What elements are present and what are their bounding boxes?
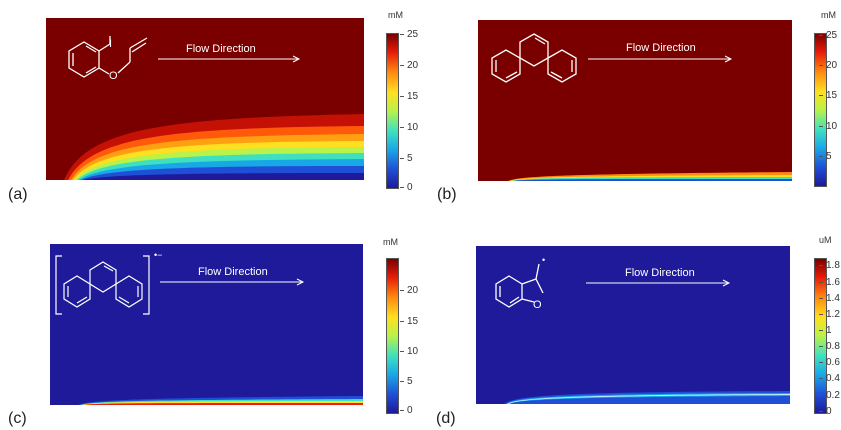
colorbar-tick: 10	[818, 121, 838, 132]
radical-anion-charge: •−	[154, 250, 162, 260]
colorbar-tick: 10	[399, 122, 419, 133]
molecule-dihydrobenzofuran-radical	[495, 263, 544, 308]
flow-direction-label: Flow Direction	[626, 42, 696, 54]
panel-label: (b)	[437, 186, 457, 203]
colorbar-tick: 5	[400, 153, 413, 164]
colorbar-tick: 5	[400, 376, 413, 387]
colorbar-tick: 1	[819, 325, 832, 336]
colorbar-tick: 25	[818, 30, 838, 41]
flow-arrow	[586, 279, 731, 287]
plot-c: •− Flow Direction	[50, 244, 363, 405]
flow-arrow	[160, 278, 305, 286]
colorbar-tick: 20	[399, 285, 419, 296]
colorbar-tick: 20	[399, 60, 419, 71]
iodine-symbol: I	[109, 38, 112, 50]
colorbar-tick: 1.2	[819, 309, 840, 320]
colorbar-tick: 15	[818, 90, 838, 101]
colorbar-tick: 1.4	[819, 293, 840, 304]
colorbar-tick: 5	[819, 151, 832, 162]
concentration-field-a: I O Flow Direction	[46, 18, 364, 180]
colorbar-unit: uM	[819, 235, 832, 245]
radical-dot: •	[542, 255, 545, 265]
colorbar-tick: 0.8	[819, 341, 840, 352]
colorbar-c	[386, 258, 399, 414]
plot-a: I O Flow Direction	[46, 18, 364, 180]
colorbar-b	[814, 33, 827, 187]
colorbar-unit: mM	[383, 237, 398, 247]
flow-direction-label: Flow Direction	[186, 43, 256, 55]
colorbar-tick: 15	[399, 91, 419, 102]
colorbar-tick: 1.8	[819, 260, 840, 271]
concentration-field-d: O • Flow Direction	[476, 246, 790, 404]
colorbar-tick: 20	[818, 60, 838, 71]
oxygen-symbol: O	[533, 299, 542, 311]
colorbar-tick: 10	[399, 346, 419, 357]
colorbar-tick: 0.6	[819, 357, 840, 368]
panel-label: (c)	[8, 410, 27, 427]
colorbar-unit: mM	[821, 10, 836, 20]
oxygen-symbol: O	[109, 70, 118, 82]
colorbar-tick: 0	[400, 182, 413, 193]
concentration-field-c: •− Flow Direction	[50, 244, 363, 405]
flow-direction-label: Flow Direction	[625, 267, 695, 279]
colorbar-unit: mM	[388, 10, 403, 20]
concentration-field-b: Flow Direction	[478, 20, 792, 181]
panel-label: (a)	[8, 186, 28, 203]
colorbar-tick: 25	[399, 29, 419, 40]
colorbar-tick: 15	[399, 316, 419, 327]
colorbar-d	[814, 258, 827, 414]
colorbar-tick: 0.2	[819, 390, 840, 401]
colorbar-tick: 1.6	[819, 277, 840, 288]
flow-arrow	[588, 55, 733, 63]
colorbar-tick: 0.4	[819, 373, 840, 384]
flow-direction-label: Flow Direction	[198, 266, 268, 278]
plot-d: O • Flow Direction	[476, 246, 790, 404]
plot-b: Flow Direction	[478, 20, 792, 181]
molecule-phenanthrene-radical-anion	[55, 255, 150, 315]
colorbar-tick: 0	[400, 405, 413, 416]
colorbar-a	[386, 33, 399, 189]
molecule-phenanthrene	[491, 33, 577, 83]
colorbar-tick: 0	[819, 406, 832, 417]
flow-arrow	[158, 55, 301, 63]
panel-label: (d)	[436, 410, 456, 427]
molecule-allyloxy-iodobenzene	[68, 36, 148, 78]
